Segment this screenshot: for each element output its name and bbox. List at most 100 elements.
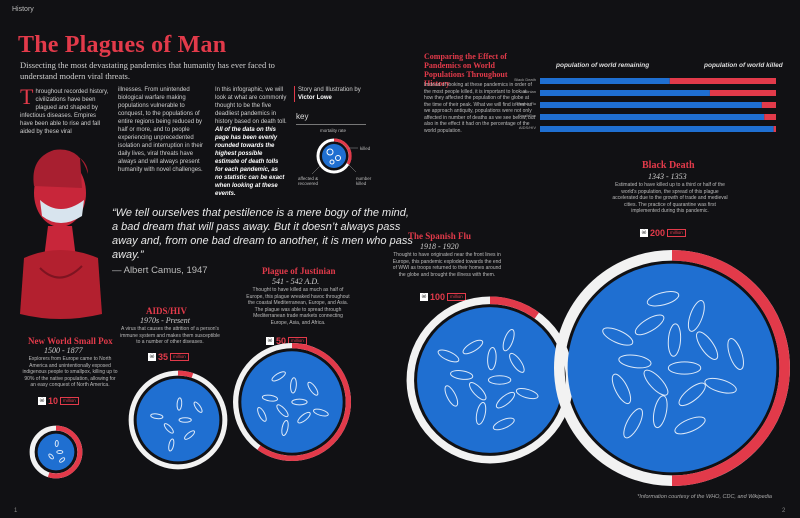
killed-count: 10 xyxy=(48,396,59,406)
dropcap: T xyxy=(20,84,34,109)
section-tag: History xyxy=(12,6,34,13)
virus-illustration xyxy=(444,385,459,407)
statue-illustration xyxy=(20,149,102,319)
virus-illustration xyxy=(193,401,203,413)
bar-killed-0 xyxy=(669,78,776,84)
pandemic-title-spanish-flu: The Spanish Flu xyxy=(408,231,472,241)
page-number-left: 1 xyxy=(14,508,18,514)
virus-illustration xyxy=(271,371,286,382)
virus-illustration xyxy=(56,450,64,454)
intro-text-1: hroughout recorded history, civilization… xyxy=(20,89,109,135)
key-label: key xyxy=(296,112,309,121)
bar-category-label: Justinian xyxy=(520,89,536,94)
virus-illustration xyxy=(611,373,632,405)
virus-illustration xyxy=(696,331,719,360)
virus-illustration xyxy=(634,314,665,336)
virus-illustration xyxy=(646,291,680,307)
page-title: The Plagues of Man xyxy=(18,32,227,58)
bar-remaining-2 xyxy=(540,102,762,108)
key-mortality-label: mortality rate xyxy=(320,128,347,133)
killed-count: 35 xyxy=(158,352,169,362)
virus-illustration xyxy=(643,369,669,396)
killed-count: 50 xyxy=(276,336,287,346)
virus-illustration xyxy=(487,346,497,371)
virus-illustration xyxy=(492,417,515,431)
virus-illustration xyxy=(667,361,702,375)
comparison-description: Instead of looking at these pandemics in… xyxy=(424,82,536,134)
bubble-1 xyxy=(136,378,220,462)
virus-illustration xyxy=(307,381,319,396)
virus-illustration xyxy=(495,391,516,409)
pandemic-dates-smallpox: 1500 - 1877 xyxy=(44,346,83,355)
pandemic-desc-aids: A virus that causes the attrition of a p… xyxy=(120,326,220,345)
virus-illustration xyxy=(178,417,192,423)
bar-remaining-0 xyxy=(540,78,670,84)
bar-remaining-3 xyxy=(540,114,765,120)
skull-icon: ☠ xyxy=(420,293,428,301)
skull-icon: ☠ xyxy=(148,353,156,361)
comparison-title: Comparing the Effect of Pandemics on Wor… xyxy=(424,52,508,88)
virus-illustration xyxy=(652,395,668,429)
bubble-3 xyxy=(417,307,563,453)
key-affected-label: affected & recovered xyxy=(298,176,319,186)
killed-unit: million xyxy=(170,353,189,361)
skull-icon: ☠ xyxy=(640,229,648,237)
virus-illustration xyxy=(667,323,682,357)
bar-killed-4 xyxy=(773,126,776,132)
intro-paragraph-3: In this infographic, we will look at wha… xyxy=(215,86,287,198)
virus-illustration xyxy=(469,382,487,401)
skull-icon: ☠ xyxy=(266,337,274,345)
bar-category-label: Spanish Flu xyxy=(514,101,536,106)
virus-illustration xyxy=(291,398,308,406)
bubble-mortality-arc-3 xyxy=(489,296,540,319)
virus-illustration xyxy=(618,354,652,369)
footnote: *Information courtesy of the WHO, CDC, a… xyxy=(637,494,772,500)
quote-author: — Albert Camus, 1947 xyxy=(112,265,208,276)
pandemic-title-black-death: Black Death xyxy=(642,160,695,171)
virus-illustration xyxy=(276,404,289,418)
intro-disclaimer: All of the data on this page has been ev… xyxy=(215,127,285,197)
bar-labels: Black Death Justinian Spanish Flu Small Pox… xyxy=(494,72,538,152)
virus-illustration xyxy=(59,457,66,463)
legend-remaining: population of world remaining xyxy=(556,62,650,69)
pandemic-desc-smallpox: Explorers from Europe came to North Amer… xyxy=(22,356,118,388)
pandemic-title-smallpox: New World Small Pox xyxy=(28,336,113,346)
virus-illustration xyxy=(450,370,474,380)
bubble-mortality-arc-4 xyxy=(671,250,790,486)
pandemic-title-aids: AIDS/HIV xyxy=(146,306,188,316)
credit: Story and Illustration by Victor Lowe xyxy=(294,86,361,102)
intro-paragraph-2: illnesses. From unintended biological wa… xyxy=(118,87,204,173)
bar-killed-3 xyxy=(764,114,776,120)
bar-category-label: Black Death xyxy=(514,77,536,82)
bubble-mortality-arc-0 xyxy=(47,425,83,479)
key-divider xyxy=(296,124,366,125)
virus-illustration xyxy=(674,416,706,435)
killed-unit: million xyxy=(60,397,79,405)
key-killed-label: killed xyxy=(360,146,371,151)
virus-illustration xyxy=(313,408,329,417)
virus-illustration xyxy=(176,397,183,411)
killed-count: 200 xyxy=(650,228,666,238)
pandemic-badge-aids: ☠ 35 million xyxy=(148,352,189,362)
bubble-0 xyxy=(37,433,75,471)
virus-illustration xyxy=(54,440,59,448)
bubble-4 xyxy=(567,263,777,473)
pandemic-badge-black-death: ☠ 200 million xyxy=(640,228,686,238)
pandemic-dates-justinian: 541 - 542 A.D. xyxy=(272,277,320,286)
virus-illustration xyxy=(184,430,196,440)
intro-text-3: In this infographic, we will look at wha… xyxy=(215,87,287,125)
virus-illustration xyxy=(437,349,460,363)
page-subtitle: Dissecting the most devastating pandemic… xyxy=(20,60,275,81)
bar-killed-2 xyxy=(761,102,776,108)
virus-illustration xyxy=(150,413,164,420)
virus-illustration xyxy=(297,411,311,424)
key-number-label: number killed xyxy=(356,176,372,186)
virus-illustration xyxy=(623,408,643,439)
virus-illustration xyxy=(502,329,515,352)
pandemic-badge-smallpox: ☠ 10 million xyxy=(38,396,79,406)
virus-illustration xyxy=(487,375,512,385)
virus-illustration xyxy=(704,377,737,394)
virus-illustration xyxy=(168,438,175,452)
virus-illustration xyxy=(727,338,744,370)
